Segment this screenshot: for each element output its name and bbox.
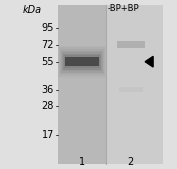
Bar: [65, 57, 99, 66]
Text: -BP+BP: -BP+BP: [108, 4, 140, 13]
Text: 2: 2: [127, 157, 133, 167]
Text: 28: 28: [42, 101, 54, 111]
Text: 17: 17: [42, 130, 54, 140]
Text: kDa: kDa: [22, 5, 41, 15]
Text: 72: 72: [41, 40, 54, 50]
Bar: [63, 54, 101, 70]
Bar: [58, 46, 106, 78]
Bar: [60, 49, 104, 75]
Text: 55: 55: [41, 57, 54, 67]
Bar: [59, 47, 105, 76]
Text: 1: 1: [79, 157, 85, 167]
Bar: [119, 87, 143, 92]
Bar: [61, 51, 103, 73]
Bar: [64, 55, 100, 68]
Bar: [117, 41, 145, 48]
Text: 36: 36: [42, 85, 54, 95]
Bar: [58, 5, 106, 164]
Bar: [58, 5, 163, 164]
Text: 95: 95: [42, 23, 54, 33]
Polygon shape: [145, 56, 153, 67]
Bar: [62, 52, 102, 71]
Bar: [65, 57, 99, 66]
